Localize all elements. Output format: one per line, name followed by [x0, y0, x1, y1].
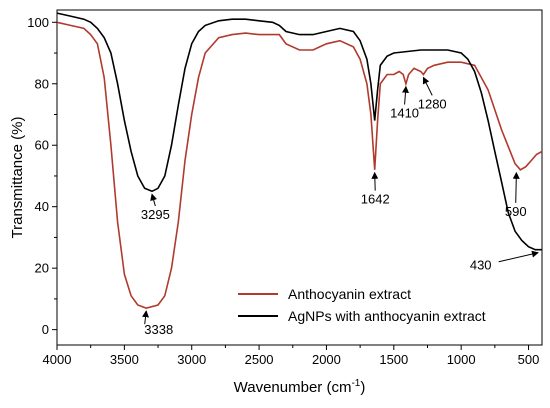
legend: Anthocyanin extract AgNPs with anthocyan… [238, 286, 486, 324]
annotation-label-3295: 3295 [141, 207, 170, 222]
y-tick-label: 100 [27, 15, 49, 30]
annotation-arrow-6 [498, 250, 539, 263]
tick-layer: 4000 3500 3000 2500 2000 1500 1000 500 0 20 40 60 80… [27, 15, 539, 367]
series-line-0 [56, 21, 543, 309]
legend-label-anthocyanin: Anthocyanin extract [288, 286, 411, 302]
annotation-arrow-4 [422, 76, 433, 96]
x-tick-label: 3000 [177, 352, 206, 367]
y-tick-label: 20 [35, 261, 49, 276]
series-layer [56, 12, 543, 309]
annotation-arrow-0 [150, 193, 158, 207]
x-axis-title: Wavenumber (cm-1) [234, 378, 366, 396]
x-tick-label: 2000 [312, 352, 341, 367]
annotation-arrow-5 [512, 171, 520, 203]
x-tick-label: 500 [518, 352, 540, 367]
y-tick-label: 80 [35, 76, 49, 91]
annotation-label-1280: 1280 [418, 96, 447, 111]
legend-label-agnps: AgNPs with anthocyanin extract [288, 308, 486, 324]
annotation-label-3338: 3338 [144, 322, 173, 337]
x-tick-label: 4000 [43, 352, 72, 367]
annotation-label-430: 430 [470, 258, 492, 273]
x-tick-label: 2500 [245, 352, 274, 367]
x-tick-label: 1000 [447, 352, 476, 367]
annotation-label-590: 590 [505, 204, 527, 219]
y-axis-title: Transmittance (%) [9, 117, 26, 239]
x-tick-label: 3500 [110, 352, 139, 367]
y-tick-label: 60 [35, 138, 49, 153]
y-tick-label: 40 [35, 199, 49, 214]
plot-area-frame [56, 9, 543, 346]
x-tick-label: 1500 [379, 352, 408, 367]
annotation-label-1410: 1410 [390, 106, 419, 121]
annotation-arrow-1 [142, 310, 149, 325]
series-line-1 [56, 12, 542, 251]
annotation-label-1642: 1642 [361, 192, 390, 207]
annotation-arrow-3 [401, 85, 409, 105]
annotation-arrow-2 [371, 171, 379, 191]
y-tick-label: 0 [42, 322, 49, 337]
